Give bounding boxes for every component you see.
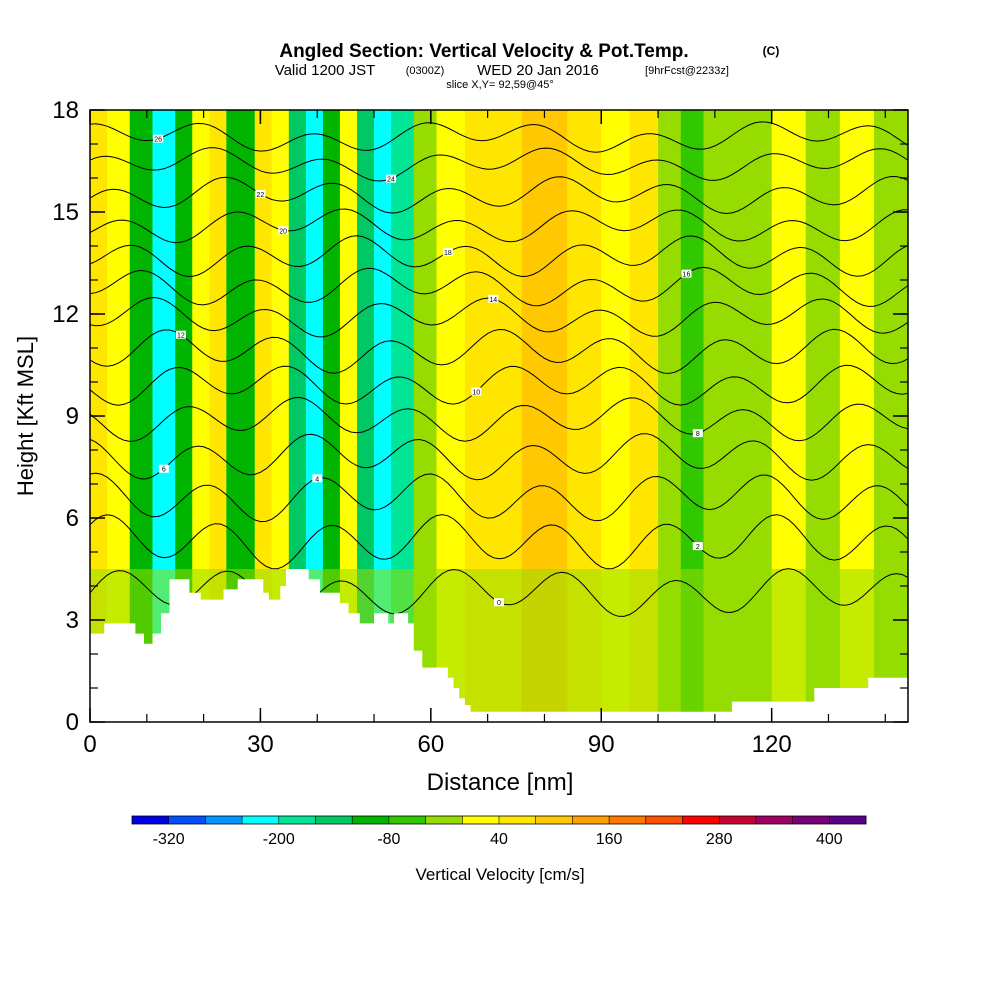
colorbar-tick-label: 400 (816, 831, 843, 848)
colorbar-swatch (719, 816, 757, 824)
theta-contour-label-11: 22 (257, 192, 265, 199)
colorbar: -320 -200 -80 40 160 280 400 (131, 815, 867, 848)
theta-contour-label-12: 24 (387, 177, 395, 184)
theta-label-bg-8 (681, 269, 692, 278)
theta-contour-label-4: 8 (696, 431, 700, 438)
theta-contour-2 (90, 472, 908, 523)
theta-contour-label-2: 4 (315, 476, 319, 483)
theta-contour-10 (90, 208, 908, 244)
terrain-mask (90, 569, 908, 722)
colorbar-swatch (462, 816, 500, 824)
colorbar-tick-label: 280 (706, 831, 733, 848)
chart-title-text: Angled Section: Vertical Velocity & Pot.… (279, 41, 688, 62)
y-tick-label: 6 (66, 505, 79, 532)
theta-label-bg-13 (153, 134, 164, 143)
colorbar-swatch (425, 816, 463, 824)
y-tick-label: 18 (52, 97, 79, 124)
colorbar-swatch (205, 816, 243, 824)
theta-contour-6 (90, 328, 908, 374)
colorbar-swatch (535, 816, 573, 824)
theta-contour-8 (90, 266, 908, 307)
colorbar-swatch (242, 816, 280, 824)
colorbar-swatch (168, 816, 206, 824)
chart-subtitle: Valid 1200 JST (0300Z) WED 20 Jan 2016 [… (275, 62, 729, 91)
theta-label-bg-4 (692, 429, 703, 438)
subtitle-utc: (0300Z) (406, 65, 445, 77)
theta-contour-label-8: 16 (683, 272, 691, 279)
theta-contour-label-3: 6 (162, 467, 166, 474)
theta-contour-3 (90, 433, 908, 481)
y-tick-label: 3 (66, 607, 79, 634)
theta-contour-7 (90, 296, 908, 338)
colorbar-swatch (682, 816, 720, 824)
y-axis-label: Height [Kft MSL] (13, 336, 38, 496)
y-axis: 0 3 6 9 12 15 18 (52, 97, 908, 736)
colorbar-swatch (278, 816, 316, 824)
theta-label-bg-2 (312, 474, 323, 483)
colorbar-swatch (352, 816, 390, 824)
x-tick-label: 30 (247, 731, 274, 758)
x-axis: 0 30 60 90 120 (83, 110, 886, 758)
theta-label-bg-6 (175, 330, 186, 339)
theta-label-bg-0 (494, 598, 504, 607)
colorbar-swatch (792, 816, 830, 824)
y-tick-label: 9 (66, 403, 79, 430)
colorbar-swatch (388, 816, 426, 824)
colorbar-tick-label: 40 (490, 831, 508, 848)
subtitle-forecast: [9hrFcst@2233z] (645, 65, 729, 77)
theta-label-bg-9 (442, 248, 453, 257)
theta-label-bg-7 (488, 294, 499, 303)
subtitle-date: WED 20 Jan 2016 (477, 62, 599, 79)
theta-contour-4 (90, 396, 908, 442)
theta-contour-label-6: 12 (177, 333, 185, 340)
theta-contour-label-7: 14 (489, 297, 497, 304)
theta-label-bg-10 (278, 226, 289, 235)
x-tick-label: 60 (417, 731, 444, 758)
theta-contour-9 (90, 235, 908, 278)
chart-title-unit: (C) (763, 44, 780, 58)
theta-label-bg-5 (471, 387, 482, 396)
x-tick-label: 90 (588, 731, 615, 758)
slice-coordinates: slice X,Y= 92,59@45° (446, 79, 554, 91)
theta-contour-label-10: 20 (279, 228, 287, 235)
colorbar-swatch (132, 816, 169, 824)
colorbar-label: Vertical Velocity [cm/s] (415, 865, 584, 884)
theta-contour-label-13: 26 (154, 137, 162, 144)
theta-contour-11 (90, 175, 908, 215)
colorbar-swatch (755, 816, 793, 824)
theta-contour-12 (90, 147, 908, 182)
y-tick-label: 12 (52, 301, 79, 328)
theta-contour-label-9: 18 (444, 250, 452, 257)
colorbar-swatch (499, 816, 536, 824)
colorbar-swatch (315, 816, 353, 824)
theta-contour-label-0: 0 (497, 600, 501, 607)
colorbar-swatch (609, 816, 647, 824)
theta-label-bg-3 (158, 464, 169, 473)
colorbar-tick-label: -320 (153, 831, 185, 848)
theta-contour-1 (90, 514, 908, 570)
theta-contour-label-5: 10 (472, 390, 480, 397)
theta-label-bg-1 (692, 542, 703, 551)
colorbar-swatch (572, 816, 610, 824)
colorbar-tick-label: -200 (263, 831, 295, 848)
colorbar-tick-label: -80 (377, 831, 400, 848)
colorbar-swatch (645, 816, 683, 824)
x-tick-label: 120 (752, 731, 792, 758)
chart-title: Angled Section: Vertical Velocity & Pot.… (279, 41, 779, 62)
x-tick-label: 0 (83, 731, 96, 758)
x-axis-label: Distance [nm] (427, 769, 574, 796)
colorbar-tick-label: 160 (596, 831, 623, 848)
y-tick-label: 15 (52, 199, 79, 226)
subtitle-valid-time: Valid 1200 JST (275, 62, 376, 79)
colorbar-swatch (829, 816, 867, 824)
y-tick-label: 0 (66, 709, 79, 736)
theta-label-bg-12 (386, 174, 397, 183)
theta-label-bg-11 (255, 189, 266, 198)
theta-contour-5 (90, 364, 908, 406)
theta-contour-label-1: 2 (696, 544, 700, 551)
